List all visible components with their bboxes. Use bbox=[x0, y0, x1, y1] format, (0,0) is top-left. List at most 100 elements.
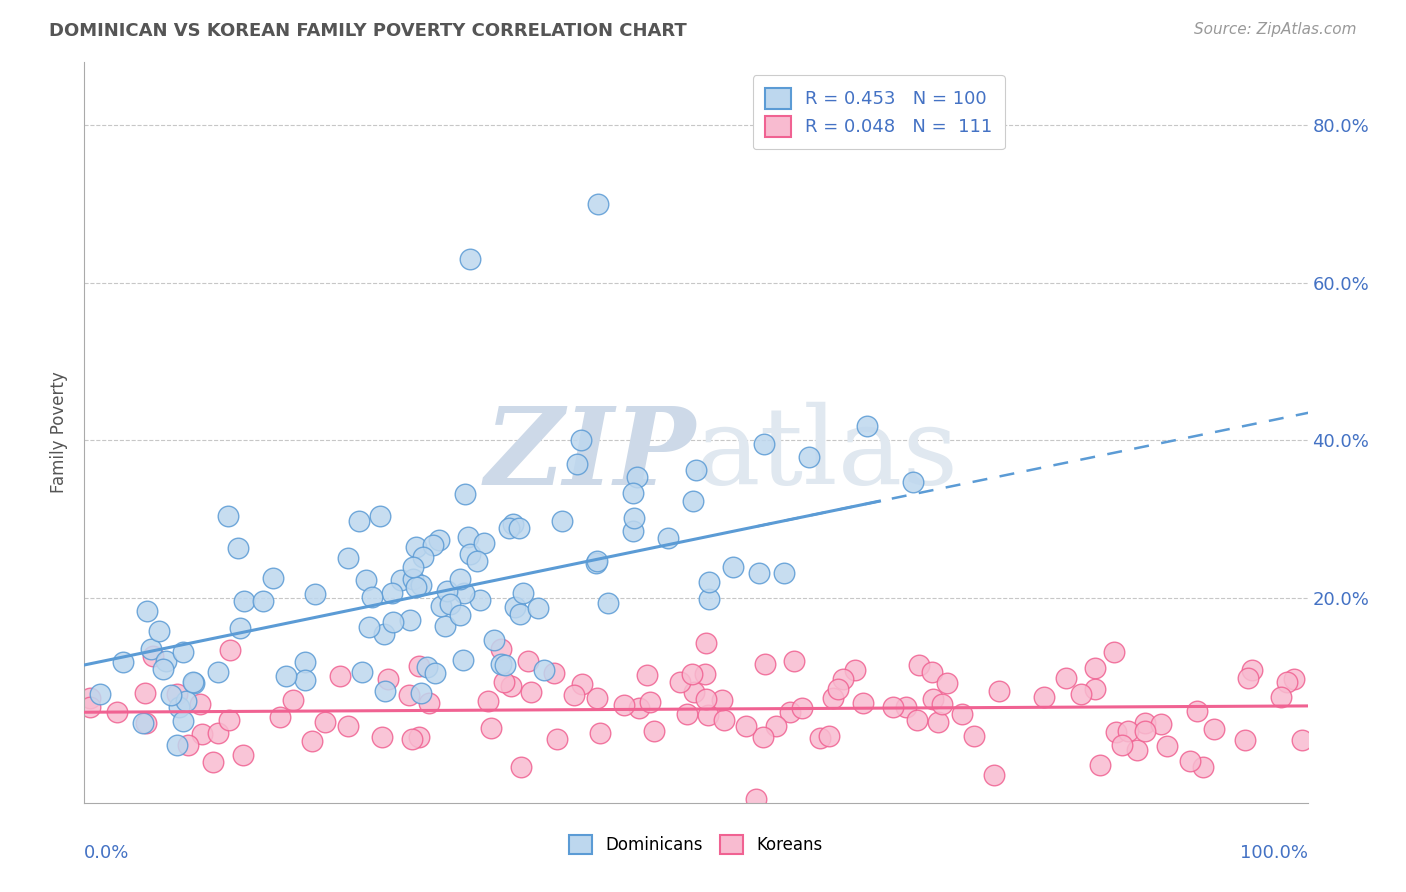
Point bbox=[693, 667, 716, 681]
Point bbox=[844, 663, 866, 677]
Point bbox=[176, 694, 198, 708]
Point bbox=[1291, 732, 1313, 747]
Point bbox=[401, 559, 423, 574]
Point bbox=[907, 658, 929, 673]
Text: DOMINICAN VS KOREAN FAMILY POVERTY CORRELATION CHART: DOMINICAN VS KOREAN FAMILY POVERTY CORRE… bbox=[49, 22, 688, 40]
Point bbox=[433, 619, 456, 633]
Point bbox=[852, 696, 875, 710]
Point bbox=[745, 792, 768, 806]
Point bbox=[905, 713, 928, 727]
Point bbox=[1240, 663, 1263, 677]
Point bbox=[401, 731, 423, 746]
Point bbox=[454, 486, 477, 500]
Point bbox=[988, 683, 1011, 698]
Point bbox=[491, 642, 513, 657]
Point bbox=[621, 524, 644, 538]
Point bbox=[79, 690, 101, 705]
Point bbox=[494, 674, 516, 689]
Point bbox=[136, 604, 159, 618]
Point bbox=[586, 554, 609, 568]
Point bbox=[697, 574, 720, 589]
Point bbox=[263, 571, 285, 585]
Point bbox=[751, 730, 773, 744]
Point bbox=[112, 655, 135, 669]
Point bbox=[589, 726, 612, 740]
Point bbox=[412, 549, 434, 564]
Point bbox=[963, 729, 986, 743]
Point bbox=[772, 566, 794, 581]
Point bbox=[371, 730, 394, 744]
Point bbox=[520, 684, 543, 698]
Point bbox=[1105, 725, 1128, 739]
Point bbox=[827, 681, 849, 696]
Point bbox=[685, 463, 707, 477]
Text: ZIP: ZIP bbox=[485, 401, 696, 508]
Point bbox=[628, 700, 651, 714]
Point bbox=[172, 714, 194, 728]
Point bbox=[304, 587, 326, 601]
Point bbox=[405, 541, 427, 555]
Point bbox=[276, 668, 298, 682]
Point bbox=[936, 675, 959, 690]
Point bbox=[562, 689, 585, 703]
Point bbox=[1118, 723, 1140, 738]
Point bbox=[148, 624, 170, 639]
Point bbox=[458, 252, 481, 267]
Point bbox=[509, 607, 531, 621]
Point bbox=[207, 725, 229, 739]
Point bbox=[160, 688, 183, 702]
Point bbox=[1237, 671, 1260, 685]
Point bbox=[571, 433, 593, 447]
Point bbox=[586, 691, 609, 706]
Point bbox=[294, 656, 316, 670]
Point bbox=[142, 648, 165, 663]
Point bbox=[377, 673, 399, 687]
Point bbox=[695, 636, 717, 650]
Point bbox=[502, 517, 524, 532]
Point bbox=[422, 538, 444, 552]
Point bbox=[449, 573, 471, 587]
Text: 0.0%: 0.0% bbox=[84, 844, 129, 862]
Point bbox=[713, 713, 735, 727]
Point bbox=[516, 654, 538, 668]
Point bbox=[657, 531, 679, 545]
Text: Source: ZipAtlas.com: Source: ZipAtlas.com bbox=[1194, 22, 1357, 37]
Point bbox=[797, 450, 820, 464]
Point bbox=[472, 536, 495, 550]
Point bbox=[166, 687, 188, 701]
Point bbox=[626, 470, 648, 484]
Point bbox=[896, 699, 918, 714]
Point bbox=[1102, 645, 1125, 659]
Point bbox=[155, 654, 177, 668]
Point bbox=[1126, 743, 1149, 757]
Point bbox=[831, 672, 853, 686]
Point bbox=[458, 547, 481, 561]
Point bbox=[89, 687, 111, 701]
Point bbox=[281, 693, 304, 707]
Point bbox=[436, 583, 458, 598]
Point bbox=[510, 759, 533, 773]
Point bbox=[754, 436, 776, 450]
Point bbox=[526, 600, 548, 615]
Point bbox=[141, 641, 163, 656]
Point bbox=[329, 669, 352, 683]
Point bbox=[499, 679, 522, 693]
Point bbox=[423, 666, 446, 681]
Point bbox=[783, 654, 806, 668]
Point bbox=[1187, 704, 1209, 718]
Point bbox=[543, 666, 565, 681]
Point bbox=[135, 715, 157, 730]
Point bbox=[411, 578, 433, 592]
Point bbox=[1270, 690, 1292, 704]
Point bbox=[1084, 681, 1107, 696]
Point bbox=[398, 688, 420, 702]
Point bbox=[181, 675, 204, 690]
Point bbox=[1282, 672, 1305, 686]
Point bbox=[482, 632, 505, 647]
Point bbox=[105, 705, 128, 719]
Point bbox=[402, 572, 425, 586]
Point bbox=[217, 508, 239, 523]
Point bbox=[921, 665, 943, 679]
Point bbox=[382, 615, 405, 630]
Point bbox=[669, 675, 692, 690]
